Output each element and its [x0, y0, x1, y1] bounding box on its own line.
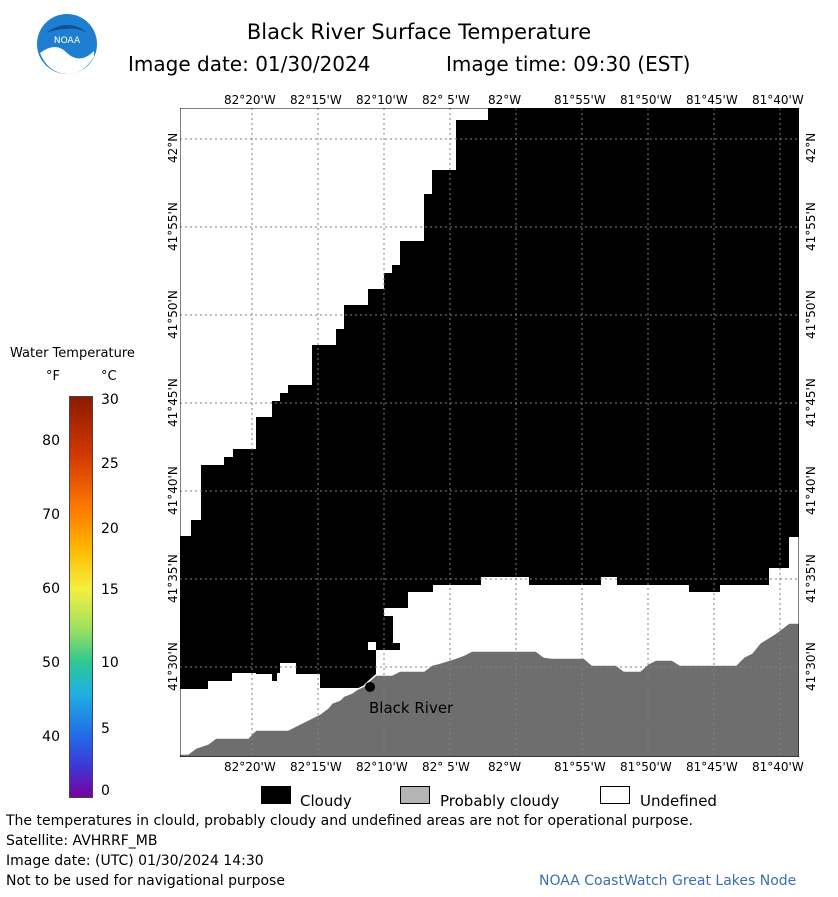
longitude-tick-label: 82° 5'W [422, 93, 470, 107]
fahrenheit-tick-label: 60 [42, 581, 60, 597]
longitude-tick-label: 81°45'W [686, 93, 738, 107]
longitude-tick-label: 81°50'W [620, 760, 672, 774]
noaa-logo-text: NOAA [54, 36, 81, 46]
longitude-tick-label: 82°W [488, 93, 522, 107]
longitude-tick-label: 81°45'W [686, 760, 738, 774]
latitude-tick-label: 42°N [166, 132, 180, 163]
legend-label-cloudy: Cloudy [300, 792, 352, 810]
latitude-tick-label: 41°30'N [166, 642, 180, 691]
celsius-tick-label: 20 [101, 521, 119, 537]
latitude-tick-label: 41°45'N [166, 378, 180, 427]
longitude-tick-label: 81°40'W [752, 93, 804, 107]
latitude-tick-label: 42°N [804, 132, 818, 163]
noaa-logo: NOAA [37, 14, 97, 75]
latitude-tick-label: 41°35'N [166, 554, 180, 603]
legend-label-probably-cloudy: Probably cloudy [440, 792, 560, 810]
longitude-tick-label: 81°50'W [620, 93, 672, 107]
celsius-tick-label: 5 [101, 721, 110, 737]
longitude-tick-label: 82°10'W [356, 760, 408, 774]
longitude-tick-label: 82°15'W [290, 760, 342, 774]
longitude-tick-label: 82° 5'W [422, 760, 470, 774]
celsius-tick-label: 15 [101, 582, 119, 598]
unit-celsius: °C [101, 369, 117, 384]
map-graticule [180, 108, 799, 757]
longitude-tick-label: 82°20'W [224, 93, 276, 107]
credit-link[interactable]: NOAA CoastWatch Great Lakes Node [539, 873, 797, 889]
latitude-tick-label: 41°35'N [804, 554, 818, 603]
longitude-tick-label: 81°55'W [554, 93, 606, 107]
latitude-tick-label: 41°50'N [804, 290, 818, 339]
temperature-map: Black River [180, 108, 799, 757]
celsius-tick-label: 30 [101, 392, 119, 408]
utc-date-text: Image date: (UTC) 01/30/2024 14:30 [6, 853, 264, 869]
disclaimer-text: The temperatures in clould, probably clo… [6, 813, 693, 829]
latitude-tick-label: 41°55'N [804, 202, 818, 251]
fahrenheit-tick-label: 80 [42, 433, 60, 449]
image-date: Image date: 01/30/2024 [128, 52, 371, 76]
longitude-tick-label: 82°15'W [290, 93, 342, 107]
latitude-tick-label: 41°40'N [166, 466, 180, 515]
latitude-tick-label: 41°40'N [804, 466, 818, 515]
temperature-colorbar [69, 396, 93, 798]
longitude-tick-label: 81°55'W [554, 760, 606, 774]
celsius-tick-label: 25 [101, 456, 119, 472]
satellite-text: Satellite: AVHRRF_MB [6, 833, 158, 849]
longitude-tick-label: 82°20'W [224, 760, 276, 774]
fahrenheit-tick-label: 70 [42, 507, 60, 523]
celsius-tick-label: 10 [101, 655, 119, 671]
legend-swatch-probably-cloudy [400, 786, 430, 804]
fahrenheit-tick-label: 40 [42, 729, 60, 745]
temperature-scale-title: Water Temperature [10, 346, 135, 361]
latitude-tick-label: 41°50'N [166, 290, 180, 339]
image-time: Image time: 09:30 (EST) [446, 52, 691, 76]
probably-cloudy-region [180, 623, 799, 757]
legend-swatch-cloudy [261, 786, 291, 804]
longitude-tick-label: 82°W [488, 760, 522, 774]
unit-fahrenheit: °F [46, 369, 60, 384]
latitude-tick-label: 41°55'N [166, 202, 180, 251]
legend-swatch-undefined [600, 786, 630, 804]
cloud-boundary-line [180, 622, 799, 755]
longitude-tick-label: 81°40'W [752, 760, 804, 774]
page-title: Black River Surface Temperature [246, 20, 592, 44]
longitude-tick-label: 82°10'W [356, 93, 408, 107]
legend-label-undefined: Undefined [640, 792, 717, 810]
latitude-tick-label: 41°30'N [804, 642, 818, 691]
navigation-warning: Not to be used for navigational purpose [6, 873, 285, 889]
cloudy-region [180, 108, 799, 699]
latitude-tick-label: 41°45'N [804, 378, 818, 427]
black-river-marker [365, 682, 375, 692]
celsius-tick-label: 0 [101, 783, 110, 799]
fahrenheit-tick-label: 50 [42, 655, 60, 671]
black-river-label: Black River [369, 699, 454, 717]
